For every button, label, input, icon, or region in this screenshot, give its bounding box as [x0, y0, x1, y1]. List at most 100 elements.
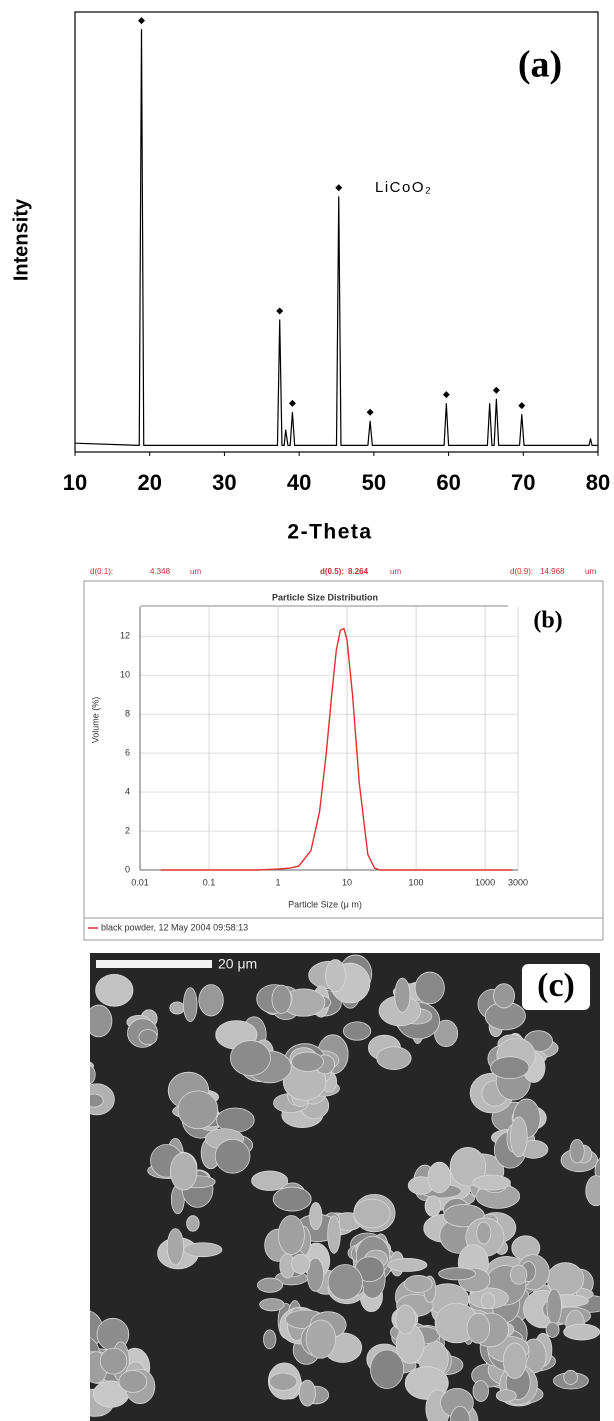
particle [214, 1138, 251, 1174]
plot-frame [74, 11, 599, 453]
particle [269, 1372, 298, 1391]
stat-unit: um [190, 567, 201, 576]
particle [198, 984, 224, 1017]
particle [546, 1288, 562, 1325]
particle [563, 1369, 578, 1385]
stat-label: d(0.9): [510, 567, 533, 576]
peak-marker [335, 184, 343, 192]
particle [291, 1253, 311, 1274]
particle [434, 1019, 459, 1047]
particle [414, 971, 445, 1005]
particle [476, 1221, 492, 1245]
particle [305, 1319, 337, 1359]
particle [545, 1321, 560, 1338]
peak-marker [137, 17, 145, 25]
stat-label: d(0.5): [320, 567, 344, 576]
particle [166, 1228, 184, 1266]
particle [353, 1198, 391, 1229]
particle [466, 1312, 491, 1344]
particle [387, 1258, 428, 1272]
particle [306, 1257, 325, 1292]
panel-label: (a) [518, 44, 562, 86]
peak-marker [276, 307, 284, 315]
particle [186, 1215, 200, 1232]
particle [449, 1405, 471, 1421]
particle [509, 1116, 528, 1158]
particle [138, 1029, 158, 1046]
particle [563, 1323, 600, 1341]
particle [403, 1274, 433, 1293]
particle [438, 1267, 476, 1281]
y-tick-label: 10 [120, 670, 130, 680]
y-tick-label: 0 [125, 864, 130, 874]
particle [327, 1264, 363, 1301]
y-axis-label: Intensity [10, 198, 32, 281]
peak-marker [366, 408, 374, 416]
particle [263, 1329, 277, 1350]
scale-bar-label: 20 μm [218, 956, 257, 972]
stat-value: 4.348 [150, 567, 171, 576]
x-tick-label: 100 [409, 877, 424, 887]
particle [370, 1349, 405, 1389]
particle [395, 1304, 416, 1335]
x-axis-label: Particle Size (μ m) [288, 899, 362, 909]
particle [169, 1152, 198, 1191]
data-line [74, 29, 598, 446]
peak-marker [492, 386, 500, 394]
particle [342, 1021, 372, 1041]
peak-marker [518, 402, 526, 410]
annotation: LiCoO₂ [375, 179, 432, 196]
particle [502, 1342, 527, 1379]
particle [271, 984, 292, 1014]
y-tick-label: 6 [125, 747, 130, 757]
x-tick-label: 10 [342, 877, 352, 887]
particle [495, 1389, 517, 1403]
particle [490, 1056, 530, 1080]
particle [259, 1298, 285, 1312]
label-box [522, 964, 590, 1010]
particle [427, 1161, 452, 1194]
particle [229, 1040, 271, 1076]
particle [90, 1093, 104, 1108]
particle [169, 1001, 185, 1015]
particle [183, 987, 198, 1022]
particle [90, 1065, 96, 1085]
particle [99, 1347, 128, 1375]
panel-label: (c) [537, 967, 575, 1004]
particle [95, 973, 134, 1007]
particle [472, 1380, 489, 1402]
x-tick-label: 0.01 [131, 877, 149, 887]
particle [90, 1004, 113, 1038]
stat-value: 8.264 [348, 567, 369, 576]
particle [394, 977, 411, 1013]
particle [569, 1139, 585, 1164]
particle [251, 1170, 289, 1191]
particle [70, 1085, 87, 1111]
y-tick-label: 4 [125, 786, 130, 796]
particle [177, 1090, 219, 1130]
particle [472, 1174, 511, 1191]
particle [90, 1061, 94, 1071]
particle [90, 1388, 93, 1413]
particle [509, 1264, 528, 1285]
particle [257, 1277, 284, 1293]
panel-label: (b) [533, 608, 562, 634]
particle [480, 1292, 496, 1310]
particle [325, 959, 346, 993]
y-tick-label: 8 [125, 709, 130, 719]
panel-frame [83, 580, 604, 941]
peak-marker [288, 399, 296, 407]
particle [327, 1215, 341, 1254]
stat-label: d(0.1): [90, 567, 113, 576]
peak-marker [442, 391, 450, 399]
x-tick-label: 40 [287, 470, 311, 495]
particles [70, 954, 600, 1421]
x-tick-label: 50 [362, 470, 386, 495]
particle [183, 1242, 223, 1258]
particle [118, 1370, 148, 1393]
x-tick-label: 30 [212, 470, 236, 495]
y-tick-label: 12 [120, 631, 130, 641]
x-axis-label: 2-Theta [287, 521, 372, 544]
particle [585, 1175, 600, 1207]
